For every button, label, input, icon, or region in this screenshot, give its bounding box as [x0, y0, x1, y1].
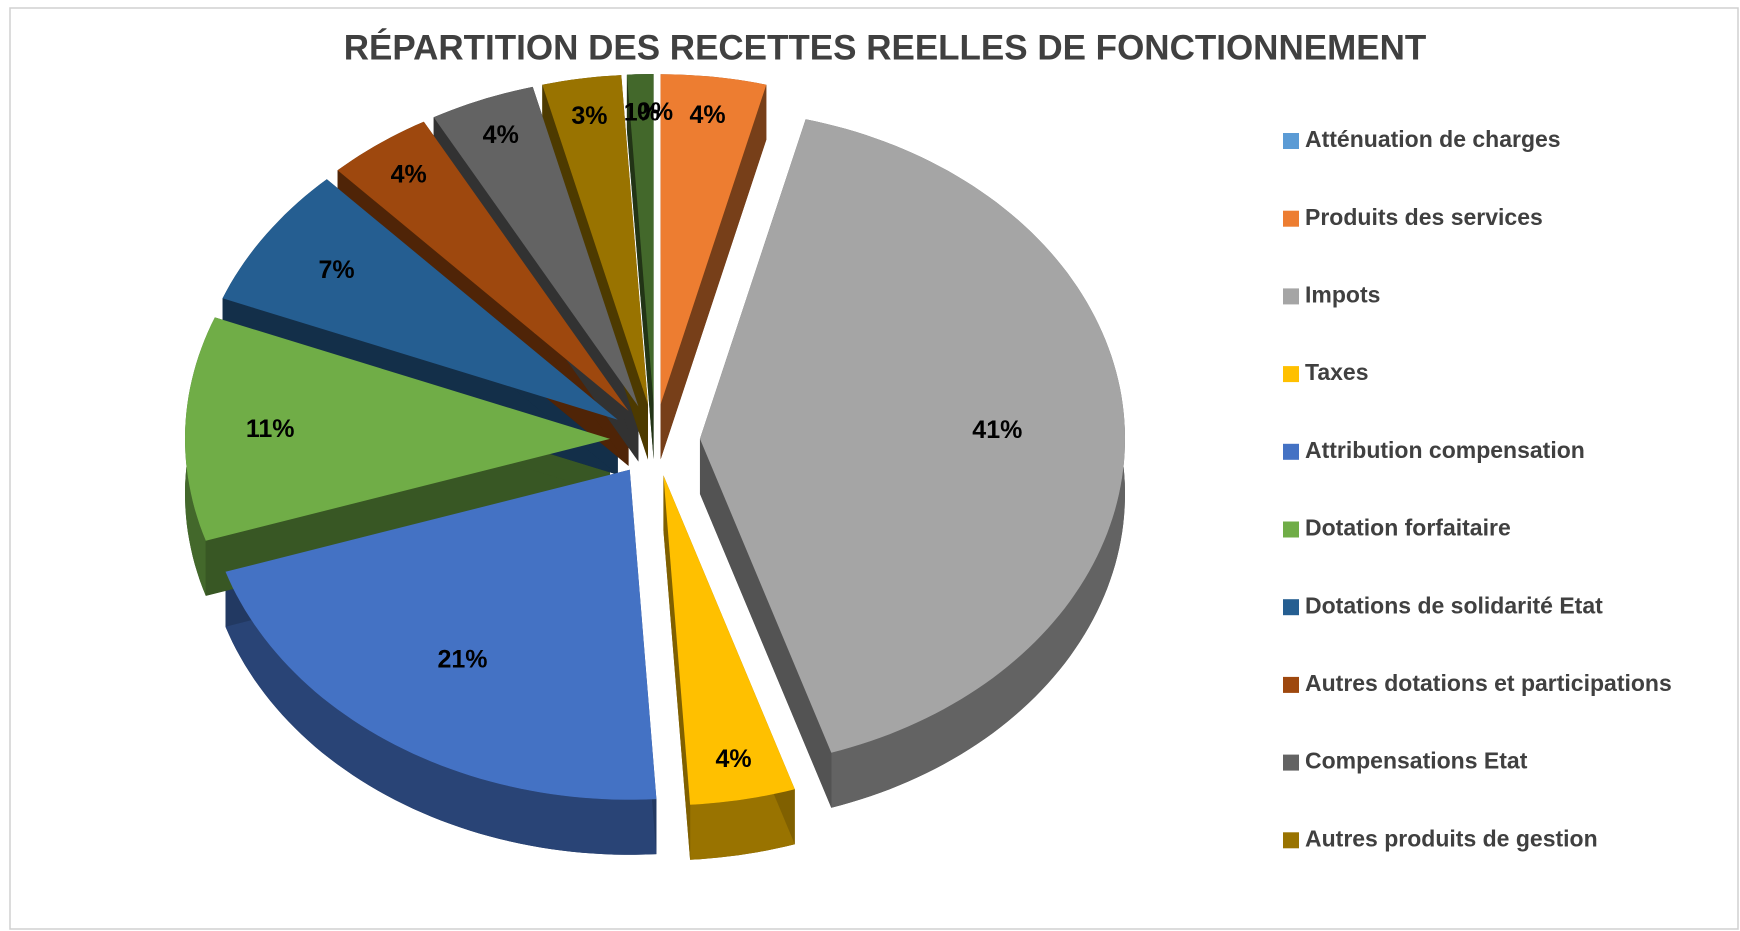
legend-label: Autres dotations et participations: [1305, 670, 1672, 696]
legend-label: Autres produits de gestion: [1305, 825, 1598, 851]
slice: [337, 121, 629, 411]
data-label: 3%: [571, 102, 607, 130]
legend-swatch: [1283, 288, 1299, 305]
data-label: 11%: [246, 415, 295, 443]
legend-label: Taxes: [1305, 359, 1369, 385]
legend-swatch: [1283, 521, 1299, 538]
legend-swatch: [1283, 210, 1299, 227]
data-label: 4%: [689, 101, 725, 129]
data-label: 0%: [637, 98, 673, 126]
slice: [433, 86, 639, 407]
legend-swatch: [1283, 676, 1299, 693]
data-label: 4%: [391, 161, 427, 189]
data-label: 1%: [624, 98, 660, 126]
data-label: 41%: [972, 416, 1022, 444]
slice: [699, 119, 1125, 753]
data-label: 21%: [437, 645, 487, 673]
slice-face: [660, 84, 767, 460]
data-label: 4%: [715, 745, 751, 773]
legend-label: Dotations de solidarité Etat: [1305, 592, 1603, 618]
slice: [542, 75, 648, 405]
slice: [222, 179, 618, 420]
slice: [185, 317, 611, 541]
slice: [663, 475, 795, 805]
legend-label: Produits des services: [1305, 204, 1543, 230]
legend-swatch: [1283, 599, 1299, 616]
legend-swatch: [1283, 366, 1299, 383]
legend-swatch: [1283, 832, 1299, 849]
slice-wall: [690, 789, 795, 860]
legend-label: Impots: [1305, 281, 1380, 307]
legend-label: Attribution compensation: [1305, 437, 1585, 463]
data-label: 4%: [483, 121, 519, 149]
legend-label: Compensations Etat: [1305, 748, 1528, 774]
slice: [626, 74, 654, 405]
chart-title: RÉPARTITION DES RECETTES REELLES DE FONC…: [344, 27, 1426, 67]
legend-label: Dotation forfaitaire: [1305, 515, 1511, 541]
legend-swatch: [1283, 443, 1299, 460]
slice-wall: [225, 571, 657, 855]
slice-face: [699, 438, 832, 808]
legend-label: Atténuation de charges: [1305, 126, 1561, 152]
data-label: 7%: [319, 256, 355, 284]
slice-face: [663, 475, 691, 860]
slice: [225, 469, 657, 800]
slice: [660, 74, 767, 405]
slice-face: [626, 74, 654, 460]
legend-swatch: [1283, 133, 1299, 149]
legend-swatch: [1283, 754, 1299, 771]
